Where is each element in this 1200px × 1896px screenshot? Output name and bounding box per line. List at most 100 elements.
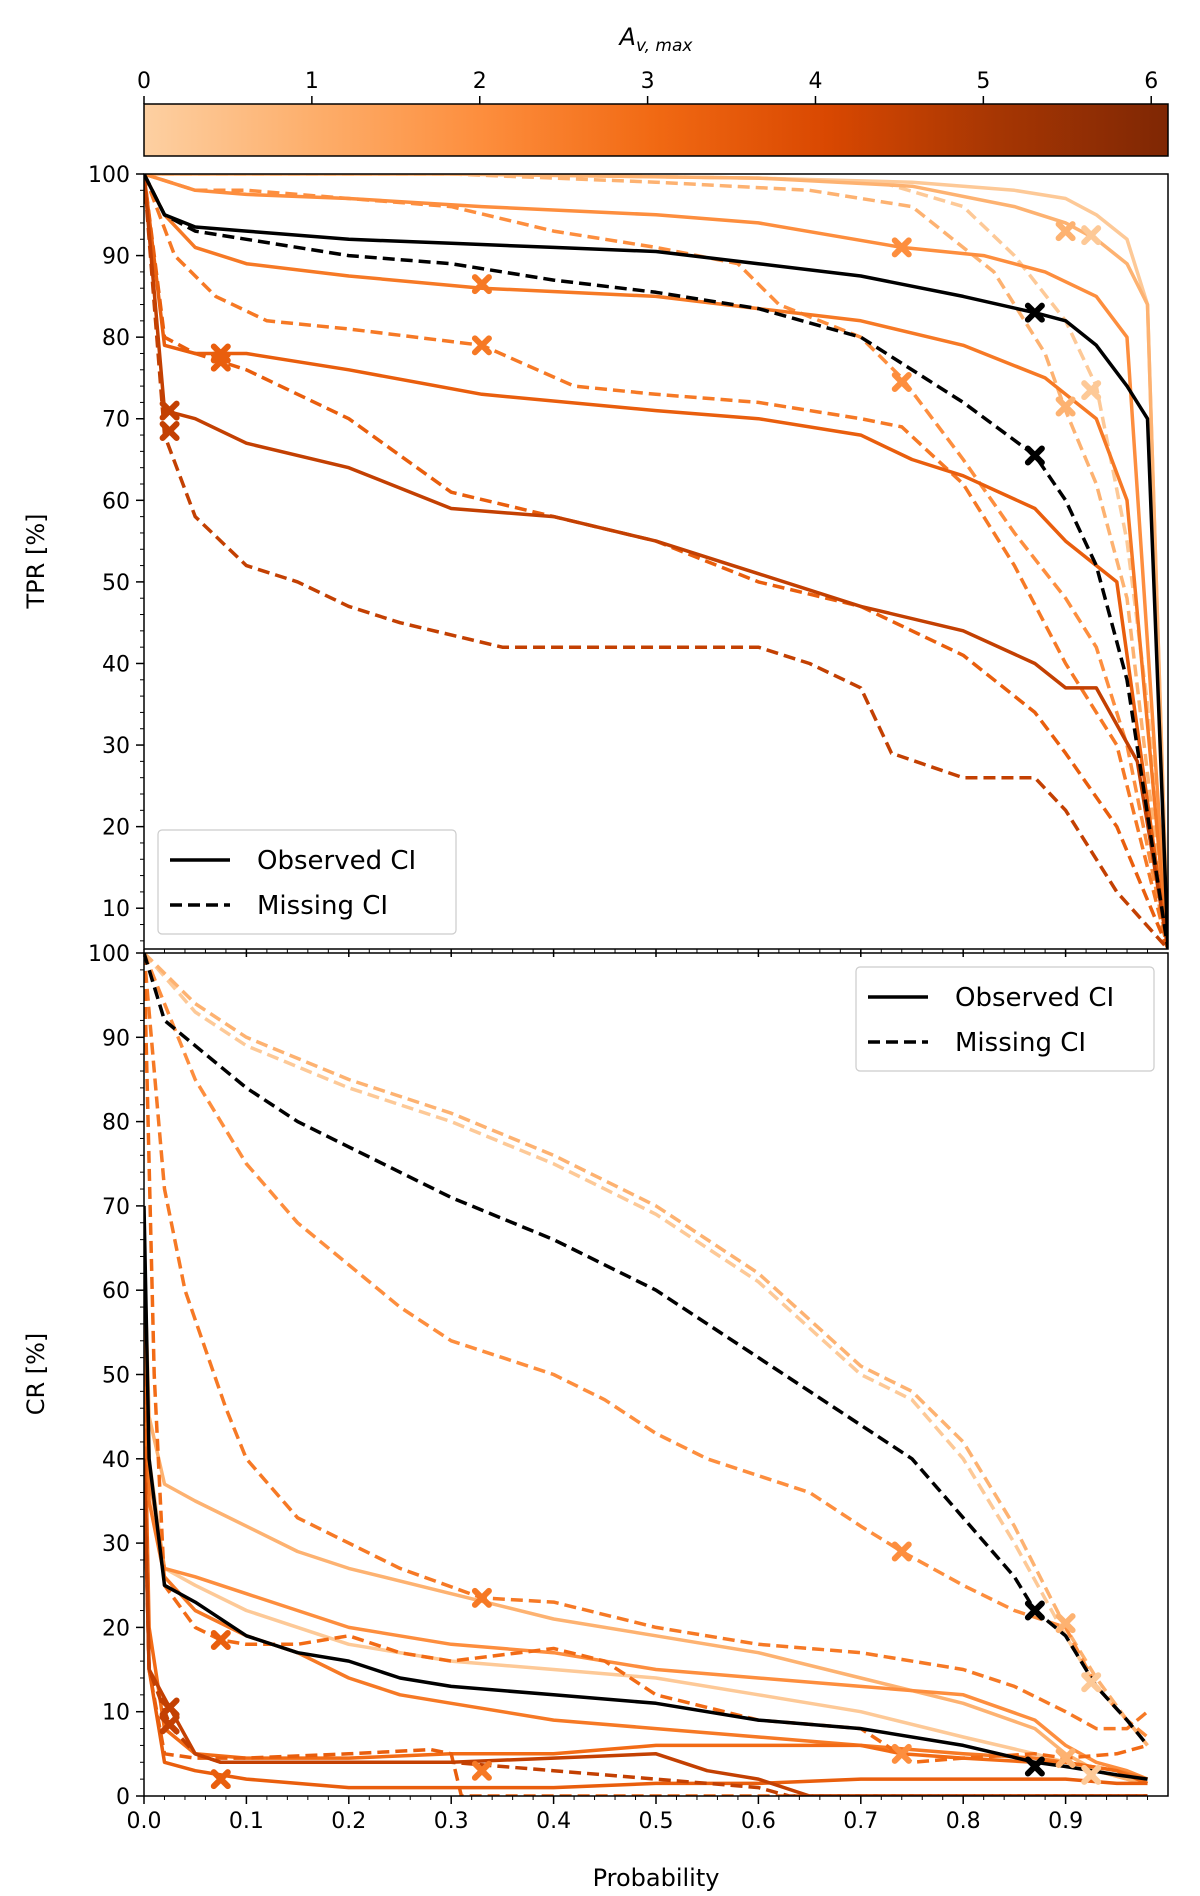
series-line xyxy=(144,174,1168,949)
series-line xyxy=(144,953,1149,1747)
x-tick-label: 0.9 xyxy=(1048,1809,1083,1834)
series-line xyxy=(144,953,1149,1731)
cr-legend-observed: Observed CI xyxy=(955,983,1114,1013)
threshold-marker xyxy=(1081,225,1102,246)
colorbar-label-sub: v, max xyxy=(636,36,693,56)
y-tick-label: 40 xyxy=(102,1448,130,1473)
series-line xyxy=(144,174,1168,949)
y-tick-label: 70 xyxy=(102,408,130,433)
cr-y-label: CR [%] xyxy=(22,1333,50,1416)
series-line xyxy=(144,174,1168,949)
series-line xyxy=(144,953,1149,1747)
series-line xyxy=(144,174,1168,949)
threshold-marker xyxy=(159,420,180,441)
y-tick-label: 80 xyxy=(102,1111,130,1136)
threshold-marker xyxy=(471,335,492,356)
cr-markers xyxy=(159,1541,1102,1790)
cr-x-label: Probability xyxy=(593,1864,720,1892)
threshold-marker xyxy=(1081,1672,1102,1693)
y-tick-label: 60 xyxy=(102,489,130,514)
colorbar-tick-label: 0 xyxy=(137,69,151,94)
threshold-marker xyxy=(1081,1764,1102,1785)
threshold-marker xyxy=(1055,396,1076,417)
threshold-marker xyxy=(1024,302,1045,323)
colorbar-tick-label: 6 xyxy=(1144,69,1158,94)
series-line xyxy=(144,174,1168,949)
y-tick-label: 20 xyxy=(102,816,130,841)
y-tick-label: 70 xyxy=(102,1195,130,1220)
tpr-y-ticks: 10 20 30 40 50 60 70 80 90 100 xyxy=(88,163,144,942)
cr-x-ticks: 0.0 0.1 0.2 0.3 0.4 0.5 0.6 0.7 0.8 0.9 xyxy=(127,1796,1149,1834)
cr-legend: Observed CI Missing CI xyxy=(855,966,1155,1072)
y-tick-label: 50 xyxy=(102,571,130,596)
series-line xyxy=(144,953,1149,1747)
series-line xyxy=(144,1374,1148,1796)
colorbar-tick-label: 2 xyxy=(473,69,487,94)
threshold-marker xyxy=(1055,221,1076,242)
y-tick-label: 20 xyxy=(102,1616,130,1641)
x-tick-label: 0.3 xyxy=(434,1809,469,1834)
y-tick-label: 40 xyxy=(102,652,130,677)
colorbar-gradient xyxy=(143,103,1169,157)
colorbar-ticks: 0 1 2 3 4 5 6 xyxy=(137,69,1158,104)
threshold-marker xyxy=(891,1541,912,1562)
cr-series xyxy=(144,953,1149,1796)
threshold-marker xyxy=(471,274,492,295)
y-tick-label: 60 xyxy=(102,1279,130,1304)
series-line xyxy=(144,174,1168,949)
colorbar-tick-label: 5 xyxy=(976,69,990,94)
tpr-markers xyxy=(159,221,1102,466)
tpr-panel: 10 20 30 40 50 60 70 80 90 100 TPR [%] Observed C… xyxy=(22,163,1169,957)
x-tick-label: 0.8 xyxy=(946,1809,981,1834)
threshold-marker xyxy=(891,237,912,258)
y-tick-label: 90 xyxy=(102,1026,130,1051)
threshold-marker xyxy=(159,400,180,421)
y-tick-label: 30 xyxy=(102,734,130,759)
x-tick-label: 0.1 xyxy=(229,1809,264,1834)
threshold-marker xyxy=(1024,1600,1045,1621)
series-line xyxy=(144,953,1148,1765)
cr-y-ticks: 0 10 20 30 40 50 60 70 80 90 100 xyxy=(88,942,144,1810)
y-tick-label: 80 xyxy=(102,326,130,351)
cr-legend-box xyxy=(855,966,1155,1072)
threshold-marker xyxy=(891,1743,912,1764)
tpr-y-label: TPR [%] xyxy=(22,514,50,610)
tpr-series xyxy=(144,174,1168,949)
x-tick-label: 0.7 xyxy=(843,1809,878,1834)
tpr-legend-observed: Observed CI xyxy=(257,846,416,876)
colorbar-label-main: A xyxy=(618,23,636,51)
tpr-legend-missing: Missing CI xyxy=(257,891,388,921)
threshold-marker xyxy=(210,351,231,372)
threshold-marker xyxy=(210,1769,231,1790)
x-tick-label: 0.0 xyxy=(127,1809,162,1834)
series-line xyxy=(144,174,1168,949)
x-tick-label: 0.4 xyxy=(536,1809,571,1834)
colorbar-label: Av, max xyxy=(618,23,694,56)
threshold-marker xyxy=(1055,1613,1076,1634)
threshold-marker xyxy=(471,1760,492,1781)
series-line xyxy=(144,174,1168,949)
y-tick-label: 10 xyxy=(102,897,130,922)
y-tick-label: 100 xyxy=(88,163,130,188)
x-tick-label: 0.2 xyxy=(331,1809,366,1834)
series-line xyxy=(144,1458,1148,1790)
x-tick-label: 0.5 xyxy=(639,1809,674,1834)
threshold-marker xyxy=(1055,1748,1076,1769)
series-line xyxy=(144,174,1168,949)
x-tick-label: 0.6 xyxy=(741,1809,776,1834)
colorbar: Av, max 0 1 2 3 4 5 6 xyxy=(137,23,1169,157)
threshold-marker xyxy=(891,372,912,393)
y-tick-label: 10 xyxy=(102,1701,130,1726)
series-line xyxy=(144,174,1168,949)
colorbar-tick-label: 3 xyxy=(641,69,655,94)
threshold-marker xyxy=(159,1714,180,1735)
threshold-marker xyxy=(210,1630,231,1651)
threshold-marker xyxy=(1024,1756,1045,1777)
y-tick-label: 90 xyxy=(102,245,130,270)
series-line xyxy=(144,174,1168,949)
y-tick-label: 50 xyxy=(102,1364,130,1389)
series-line xyxy=(144,1374,1149,1786)
threshold-marker xyxy=(1081,380,1102,401)
